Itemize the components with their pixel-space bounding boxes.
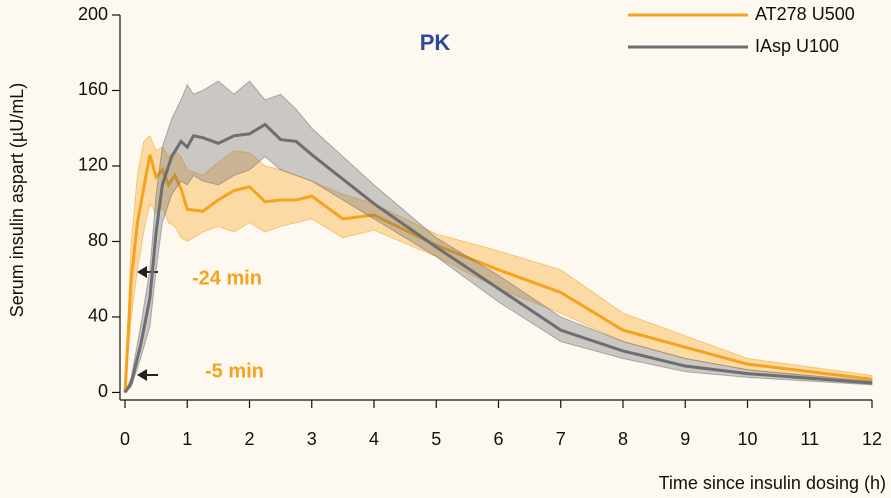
x-tick-label: 1 <box>182 429 192 449</box>
legend-label: AT278 U500 <box>755 4 855 24</box>
y-tick-label: 0 <box>98 381 108 401</box>
y-tick-label: 160 <box>78 79 108 99</box>
x-tick-label: 11 <box>800 429 819 449</box>
x-tick-label: 3 <box>307 429 317 449</box>
x-tick-label: 12 <box>862 429 882 449</box>
chart-title: PK <box>420 30 451 55</box>
x-tick-label: 7 <box>556 429 566 449</box>
x-tick-label: 0 <box>120 429 130 449</box>
x-tick-label: 2 <box>244 429 254 449</box>
x-tick-label: 8 <box>618 429 628 449</box>
x-tick-label: 5 <box>431 429 441 449</box>
x-tick-label: 9 <box>680 429 690 449</box>
arrow <box>137 369 158 381</box>
x-tick-label: 10 <box>737 429 757 449</box>
x-axis-label: Time since insulin dosing (h) <box>659 473 886 493</box>
x-tick-label: 4 <box>369 429 379 449</box>
series-line <box>123 154 873 393</box>
y-tick-label: 120 <box>78 155 108 175</box>
x-tick-label: 6 <box>493 429 503 449</box>
annotation: -5 min <box>205 360 264 382</box>
confidence-band <box>124 80 873 393</box>
legend-label: IAsp U100 <box>755 36 839 56</box>
series-line <box>123 122 873 394</box>
y-axis-label: Serum insulin aspart (µU/mL) <box>7 83 27 317</box>
annotation: -24 min <box>192 267 262 289</box>
y-tick-label: 200 <box>78 4 108 24</box>
y-tick-label: 80 <box>88 230 108 250</box>
y-tick-label: 40 <box>88 306 108 326</box>
